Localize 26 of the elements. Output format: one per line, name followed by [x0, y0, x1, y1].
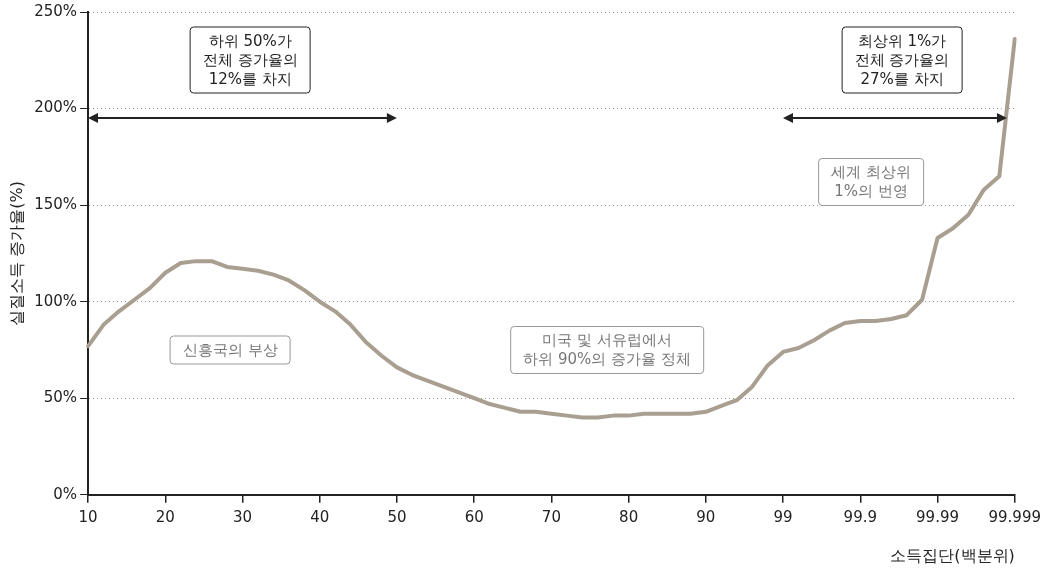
- x-tick-label: 99.999: [988, 507, 1042, 526]
- x-tick-label: 99.99: [916, 507, 960, 526]
- annotation: 최상위 1%가 전체 증가율의 27%를 차지: [841, 26, 963, 94]
- annotation: 신흥국의 부상: [169, 335, 291, 365]
- y-tick-label: 250%: [34, 1, 78, 20]
- x-tick-label: 10: [78, 507, 98, 526]
- x-axis-title: 소득집단(백분위): [890, 545, 1015, 565]
- x-tick-label: 80: [619, 507, 639, 526]
- x-tick-label: 70: [541, 507, 561, 526]
- x-tick-label: 99.9: [843, 507, 878, 526]
- x-tick-label: 20: [155, 507, 175, 526]
- x-tick-label: 40: [310, 507, 330, 526]
- y-tick-label: 50%: [43, 388, 78, 407]
- x-tick-label: 90: [696, 507, 716, 526]
- y-tick-label: 150%: [34, 195, 78, 214]
- x-tick-label: 30: [232, 507, 253, 526]
- x-tick-label: 50: [387, 507, 407, 526]
- y-tick-label: 0%: [53, 484, 78, 503]
- y-axis-title: 실질소득 증가율(%): [6, 181, 26, 326]
- y-tick-label: 100%: [34, 291, 78, 310]
- annotation: 세계 최상위 1%의 번영: [818, 157, 924, 206]
- annotation: 하위 50%가 전체 증가율의 12%를 차지: [189, 26, 311, 94]
- y-tick-label: 200%: [34, 98, 78, 117]
- annotation: 미국 및 서유럽에서 하위 90%의 증가율 정체: [510, 325, 704, 374]
- x-tick-label: 99: [773, 507, 793, 526]
- x-tick-label: 60: [464, 507, 484, 526]
